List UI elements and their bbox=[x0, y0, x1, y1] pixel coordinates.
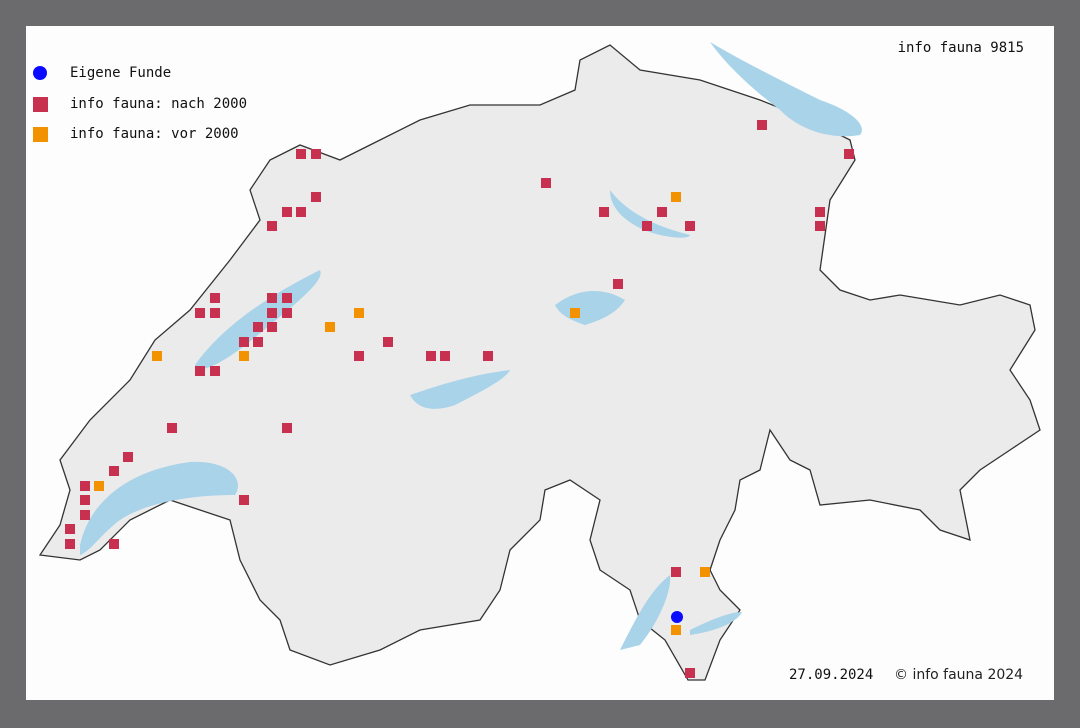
record-marker-after-2000 bbox=[296, 207, 306, 217]
record-marker-after-2000 bbox=[440, 351, 450, 361]
record-marker-before-2000 bbox=[325, 322, 335, 332]
record-marker-after-2000 bbox=[383, 337, 393, 347]
record-marker-after-2000 bbox=[210, 293, 220, 303]
lake-geneva bbox=[80, 461, 238, 555]
record-marker-after-2000 bbox=[239, 495, 249, 505]
record-marker-after-2000 bbox=[253, 337, 263, 347]
record-marker-after-2000 bbox=[167, 423, 177, 433]
red-square-icon bbox=[33, 96, 48, 112]
record-marker-after-2000 bbox=[815, 207, 825, 217]
record-marker-after-2000 bbox=[844, 149, 854, 159]
lake-constance bbox=[710, 42, 862, 137]
record-marker-after-2000 bbox=[267, 308, 277, 318]
record-marker-after-2000 bbox=[426, 351, 436, 361]
lake-thun-brienz bbox=[410, 370, 510, 409]
record-marker-after-2000 bbox=[80, 510, 90, 520]
record-marker-before-2000 bbox=[94, 481, 104, 491]
record-marker-before-2000 bbox=[354, 308, 364, 318]
record-marker-before-2000 bbox=[671, 192, 681, 202]
record-marker-after-2000 bbox=[239, 337, 249, 347]
legend-label: info fauna: vor 2000 bbox=[70, 126, 239, 142]
record-marker-after-2000 bbox=[354, 351, 364, 361]
lake-maggiore bbox=[620, 575, 671, 650]
record-marker-after-2000 bbox=[541, 178, 551, 188]
record-marker-after-2000 bbox=[671, 567, 681, 577]
record-marker-before-2000 bbox=[671, 625, 681, 635]
record-marker-before-2000 bbox=[152, 351, 162, 361]
record-marker-after-2000 bbox=[210, 308, 220, 318]
record-marker-after-2000 bbox=[483, 351, 493, 361]
map-panel: Eigene Funde info fauna: nach 2000 info … bbox=[26, 26, 1054, 700]
record-marker-after-2000 bbox=[109, 466, 119, 476]
orange-square-icon bbox=[33, 126, 48, 142]
record-marker-after-2000 bbox=[282, 293, 292, 303]
record-marker-after-2000 bbox=[210, 366, 220, 376]
record-marker-after-2000 bbox=[642, 221, 652, 231]
record-marker-after-2000 bbox=[253, 322, 263, 332]
record-marker-after-2000 bbox=[109, 539, 119, 549]
record-marker-before-2000 bbox=[239, 351, 249, 361]
legend-label: Eigene Funde bbox=[70, 65, 172, 81]
record-marker-after-2000 bbox=[311, 192, 321, 202]
record-marker-after-2000 bbox=[80, 495, 90, 505]
record-marker-after-2000 bbox=[282, 423, 292, 433]
record-marker-after-2000 bbox=[267, 293, 277, 303]
own-finding-marker bbox=[671, 611, 683, 623]
record-marker-after-2000 bbox=[65, 539, 75, 549]
record-marker-after-2000 bbox=[685, 668, 695, 678]
record-marker-after-2000 bbox=[282, 308, 292, 318]
record-marker-after-2000 bbox=[267, 322, 277, 332]
lake-lugano bbox=[690, 612, 742, 635]
record-marker-after-2000 bbox=[657, 207, 667, 217]
record-marker-after-2000 bbox=[195, 366, 205, 376]
record-marker-after-2000 bbox=[296, 149, 306, 159]
record-marker-after-2000 bbox=[65, 524, 75, 534]
record-marker-after-2000 bbox=[613, 279, 623, 289]
record-marker-after-2000 bbox=[311, 149, 321, 159]
record-marker-after-2000 bbox=[282, 207, 292, 217]
record-marker-before-2000 bbox=[570, 308, 580, 318]
record-marker-after-2000 bbox=[599, 207, 609, 217]
record-marker-after-2000 bbox=[195, 308, 205, 318]
record-marker-after-2000 bbox=[80, 481, 90, 491]
blue-circle-icon bbox=[33, 66, 47, 80]
record-marker-before-2000 bbox=[700, 567, 710, 577]
record-marker-after-2000 bbox=[815, 221, 825, 231]
date-label: 27.09.2024 bbox=[789, 667, 874, 683]
legend-label: info fauna: nach 2000 bbox=[70, 96, 248, 112]
record-marker-after-2000 bbox=[123, 452, 133, 462]
map-title: info fauna 9815 bbox=[897, 40, 1024, 56]
record-marker-after-2000 bbox=[685, 221, 695, 231]
copyright-label: © info fauna 2024 bbox=[894, 667, 1024, 683]
record-marker-after-2000 bbox=[267, 221, 277, 231]
record-marker-after-2000 bbox=[757, 120, 767, 130]
